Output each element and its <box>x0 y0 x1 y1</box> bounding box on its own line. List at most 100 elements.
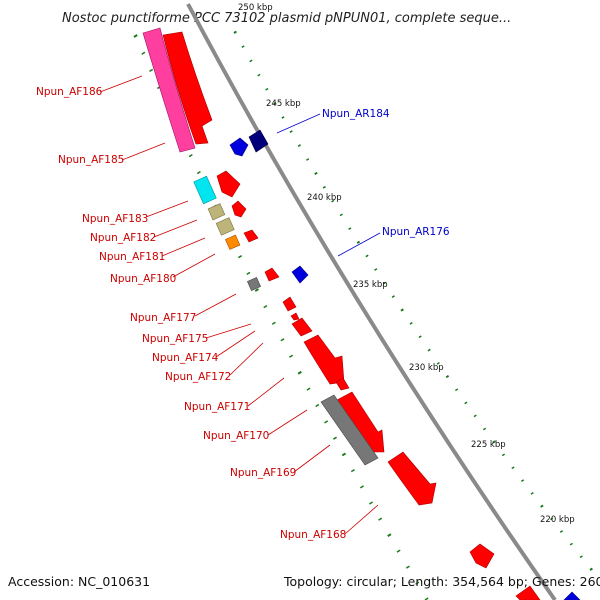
tick-mark <box>341 452 347 457</box>
tick-mark <box>445 374 450 379</box>
label-npun-af171[interactable]: Npun_AF171 <box>184 401 250 413</box>
gene-npun-af183-arrow[interactable] <box>216 170 241 198</box>
tick-mark <box>387 533 392 538</box>
tick-mark <box>249 59 253 63</box>
gene-extra-reverse-arrow[interactable] <box>563 591 581 600</box>
tick-mark <box>530 492 534 495</box>
tick-label-225: 225 kbp <box>471 440 506 450</box>
tick-mark <box>133 34 138 38</box>
label-npun-af177[interactable]: Npun_AF177 <box>130 312 196 324</box>
tick-label-240: 240 kbp <box>307 193 342 203</box>
leader-npun-af168 <box>344 504 379 535</box>
tick-mark <box>263 305 268 309</box>
gene-npun-ar176-arrow[interactable] <box>291 265 309 284</box>
tick-mark <box>315 403 320 408</box>
tick-mark <box>511 466 515 470</box>
tick-label-230: 230 kbp <box>409 363 444 373</box>
label-npun-af172[interactable]: Npun_AF172 <box>165 371 231 383</box>
leader-npun-af185 <box>121 142 166 161</box>
tick-mark <box>332 436 337 440</box>
accession-text: Accession: NC_010631 <box>8 574 150 589</box>
gene-npun-ar184-arrow-a[interactable] <box>229 137 249 157</box>
label-npun-af169[interactable]: Npun_AF169 <box>230 467 296 479</box>
gene-npun-af168-arrow[interactable] <box>387 451 437 506</box>
label-npun-af185[interactable]: Npun_AF185 <box>58 154 124 166</box>
tick-mark <box>427 348 431 352</box>
gene-npun-af177-arrow[interactable] <box>264 267 280 282</box>
tick-mark <box>378 517 383 521</box>
label-npun-af170[interactable]: Npun_AF170 <box>203 430 269 442</box>
tick-mark <box>436 361 440 365</box>
label-npun-ar176[interactable]: Npun_AR176 <box>382 226 450 238</box>
gene-extra-arrow-1[interactable] <box>469 543 495 569</box>
gene-npun-af181-arrow[interactable] <box>243 229 259 243</box>
tick-mark <box>339 213 343 217</box>
tick-mark <box>540 504 544 508</box>
leader-npun-af170 <box>267 409 308 436</box>
label-npun-ar184[interactable]: Npun_AR184 <box>322 108 390 120</box>
label-npun-af174[interactable]: Npun_AF174 <box>152 352 219 364</box>
tick-mark <box>281 116 285 119</box>
leader-npun-af175 <box>205 323 252 339</box>
tick-mark <box>141 51 146 55</box>
tick-mark <box>254 288 259 292</box>
tick-mark <box>365 254 369 258</box>
leader-npun-ar184 <box>276 113 321 134</box>
leader-npun-af180 <box>172 253 216 278</box>
gene-npun-af175-arrow[interactable] <box>282 296 297 312</box>
gene-extra-arrow-2[interactable] <box>515 585 541 600</box>
gene-npun-af181-feature[interactable] <box>215 217 235 236</box>
reverse-genes <box>229 129 581 600</box>
tick-mark <box>409 322 413 325</box>
forward-genes <box>162 31 541 600</box>
tick-mark <box>464 401 468 405</box>
tick-mark <box>265 87 269 91</box>
gene-npun-af171-arrow[interactable] <box>303 334 345 385</box>
gene-npun-af182-feature[interactable] <box>207 203 226 221</box>
tick-mark <box>473 414 477 418</box>
label-npun-af182[interactable]: Npun_AF182 <box>90 232 156 244</box>
gene-npun-af172-arrow[interactable] <box>291 317 313 337</box>
tick-mark <box>196 170 201 175</box>
label-npun-af180[interactable]: Npun_AF180 <box>110 273 176 285</box>
label-npun-af181[interactable]: Npun_AF181 <box>99 251 165 263</box>
tick-mark <box>418 335 422 339</box>
label-npun-af186[interactable]: Npun_AF186 <box>36 86 103 98</box>
gene-npun-af169-feature[interactable] <box>320 394 379 466</box>
label-npun-af168[interactable]: Npun_AF168 <box>280 529 346 541</box>
tick-mark <box>331 199 335 203</box>
gene-npun-af182-arrow[interactable] <box>231 200 247 218</box>
tick-mark <box>324 420 329 424</box>
tick-mark <box>579 555 583 559</box>
gene-npun-af186-feature[interactable] <box>142 27 196 153</box>
tick-mark <box>382 281 387 285</box>
leader-npun-af181 <box>161 237 206 257</box>
gene-npun-af180-feature[interactable] <box>225 234 241 250</box>
leader-npun-af177 <box>194 293 237 317</box>
tick-label-220: 220 kbp <box>540 515 575 525</box>
tick-mark <box>297 370 302 375</box>
gene-npun-af170-arrow[interactable] <box>335 377 350 391</box>
tick-label-250: 250 kbp <box>238 3 273 13</box>
tick-mark <box>271 321 276 325</box>
tick-mark <box>520 479 525 483</box>
backbone-arc <box>186 3 557 600</box>
gene-npun-af177-feature[interactable] <box>247 277 261 291</box>
tick-mark <box>280 338 285 342</box>
tick-mark <box>241 45 245 48</box>
leader-npun-af174 <box>215 330 256 358</box>
tick-mark <box>233 30 237 34</box>
gene-npun-af174-arrow[interactable] <box>290 312 300 321</box>
leader-npun-ar176 <box>337 232 381 257</box>
tick-mark <box>492 440 496 444</box>
label-npun-af183[interactable]: Npun_AF183 <box>82 213 148 225</box>
gene-npun-af183-feature[interactable] <box>193 175 217 205</box>
gene-labels: Npun_AF186 Npun_AR184 Npun_AF185 Npun_AF… <box>36 86 450 541</box>
gene-npun-ar184-arrow-b[interactable] <box>248 129 269 153</box>
tick-mark <box>348 227 352 231</box>
gene-npun-af186-arrow[interactable] <box>162 31 213 145</box>
tick-label-245: 245 kbp <box>266 99 301 109</box>
label-npun-af175[interactable]: Npun_AF175 <box>142 333 208 345</box>
tick-mark <box>306 387 311 391</box>
tick-mark <box>454 388 459 392</box>
